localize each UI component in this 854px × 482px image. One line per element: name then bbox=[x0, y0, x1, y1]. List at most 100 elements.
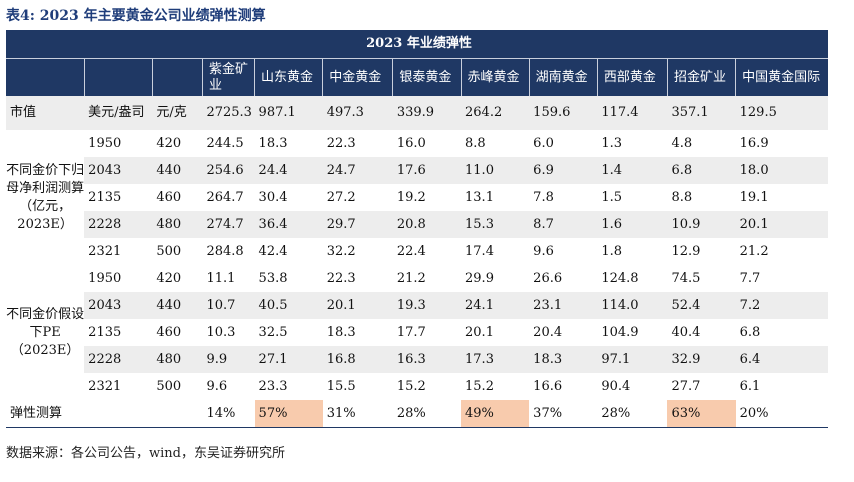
elasticity-cell: 28% bbox=[597, 400, 668, 428]
table-cell: 10.3 bbox=[202, 319, 255, 346]
table-cell: 32.5 bbox=[254, 319, 323, 346]
table-cell: 2725.3 bbox=[202, 96, 255, 130]
table-cell: 52.4 bbox=[667, 292, 736, 319]
cny-price-cell: 500 bbox=[152, 238, 203, 265]
elasticity-cell: 49% bbox=[461, 400, 530, 428]
table-cell: 19.2 bbox=[392, 184, 462, 211]
profit-group-label: 不同金价下归母净利润测算（亿元，2023E） bbox=[6, 130, 85, 265]
column-header bbox=[6, 58, 85, 96]
cny-price-cell: 480 bbox=[152, 346, 203, 373]
elasticity-cell: 28% bbox=[392, 400, 462, 428]
table-cell: 97.1 bbox=[597, 346, 668, 373]
table-cell: 6.1 bbox=[735, 373, 828, 400]
cny-price-cell: 460 bbox=[152, 184, 203, 211]
table-cell: 12.9 bbox=[667, 238, 736, 265]
table-cell: 17.7 bbox=[392, 319, 462, 346]
table-cell: 7.2 bbox=[735, 292, 828, 319]
table-cell: 21.2 bbox=[735, 238, 828, 265]
header-group-title: 2023 年业绩弹性 bbox=[6, 30, 828, 59]
column-header: 西部黄金 bbox=[597, 58, 668, 96]
header-group-row: 2023 年业绩弹性 bbox=[6, 30, 828, 59]
usd-price-cell: 2043 bbox=[84, 292, 153, 319]
table-cell: 6.8 bbox=[735, 319, 828, 346]
column-header: 山东黄金 bbox=[254, 58, 324, 96]
header-row: 紫金矿业 山东黄金 中金黄金 银泰黄金 赤峰黄金 湖南黄金 西部黄金 招金矿业 … bbox=[6, 58, 828, 96]
table-cell: 16.8 bbox=[322, 346, 393, 373]
table-cell: 17.3 bbox=[461, 346, 530, 373]
usd-price-cell: 1950 bbox=[84, 130, 153, 157]
pe-row: 不同金价假设下PE（2023E） 1950 420 11.1 53.8 22.3 21.2 2… bbox=[6, 265, 828, 400]
table-cell: 9.9 bbox=[202, 346, 255, 373]
table-cell: 18.0 bbox=[735, 157, 828, 184]
cny-price-cell: 420 bbox=[152, 130, 203, 157]
table-cell: 114.0 bbox=[597, 292, 668, 319]
usd-price-cell: 2228 bbox=[84, 211, 153, 238]
unit-cell: 元/克 bbox=[152, 96, 203, 130]
profit-row: 不同金价下归母净利润测算（亿元，2023E） 1950 420 244.5 18.3 22… bbox=[6, 130, 828, 265]
table-cell: 18.3 bbox=[322, 319, 393, 346]
elasticity-cell: 37% bbox=[529, 400, 598, 428]
table-cell: 19.1 bbox=[735, 184, 828, 211]
table-cell: 29.7 bbox=[322, 211, 393, 238]
cny-price-cell: 440 bbox=[152, 157, 203, 184]
table-cell: 53.8 bbox=[254, 265, 323, 292]
table-title: 表4: 2023 年主要黄金公司业绩弹性测算 bbox=[6, 8, 266, 24]
table-cell: 15.2 bbox=[461, 373, 530, 400]
cny-price-cell: 420 bbox=[152, 265, 203, 292]
pe-group-label: 不同金价假设下PE（2023E） bbox=[6, 265, 85, 400]
pe-row: 2321 500 9.6 23.3 15.5 15.2 15.2 16.6 90.4 27.7 6.… bbox=[6, 373, 828, 400]
row-label: 市值 bbox=[6, 96, 85, 130]
usd-price-cell: 2321 bbox=[84, 373, 153, 400]
cny-price-cell: 500 bbox=[152, 373, 203, 400]
table-cell: 36.4 bbox=[254, 211, 323, 238]
cny-price-cell: 460 bbox=[152, 319, 203, 346]
table-cell: 254.6 bbox=[202, 157, 255, 184]
empty-cell bbox=[152, 400, 203, 428]
row-label: 弹性测算 bbox=[6, 400, 85, 428]
table-cell: 29.9 bbox=[461, 265, 530, 292]
usd-price-cell: 2135 bbox=[84, 319, 153, 346]
column-header: 赤峰黄金 bbox=[461, 58, 530, 96]
table-cell: 6.9 bbox=[529, 157, 598, 184]
table-cell: 27.2 bbox=[322, 184, 393, 211]
table-cell: 16.3 bbox=[392, 346, 462, 373]
elasticity-cell: 14% bbox=[202, 400, 255, 428]
table-cell: 24.1 bbox=[461, 292, 530, 319]
table-cell: 22.3 bbox=[322, 265, 393, 292]
table-cell: 23.1 bbox=[529, 292, 598, 319]
elasticity-table: 2023 年业绩弹性 紫金矿业 山东黄金 中金黄金 银泰黄金 赤峰黄金 湖南黄金… bbox=[6, 30, 828, 428]
table-cell: 4.8 bbox=[667, 130, 736, 157]
table-cell: 11.0 bbox=[461, 157, 530, 184]
cny-price-cell: 480 bbox=[152, 211, 203, 238]
table-cell: 8.8 bbox=[667, 184, 736, 211]
table-cell: 8.8 bbox=[461, 130, 530, 157]
table-cell: 16.6 bbox=[529, 373, 598, 400]
column-header: 湖南黄金 bbox=[529, 58, 598, 96]
table-cell: 27.1 bbox=[254, 346, 323, 373]
table-cell: 15.2 bbox=[392, 373, 462, 400]
table-cell: 24.4 bbox=[254, 157, 323, 184]
table-cell: 159.6 bbox=[529, 96, 598, 130]
usd-price-cell: 2321 bbox=[84, 238, 153, 265]
table-cell: 104.9 bbox=[597, 319, 668, 346]
table-cell: 284.8 bbox=[202, 238, 255, 265]
table-cell: 987.1 bbox=[254, 96, 323, 130]
table-cell: 20.1 bbox=[735, 211, 828, 238]
table-cell: 20.1 bbox=[461, 319, 530, 346]
table-cell: 17.6 bbox=[392, 157, 462, 184]
empty-cell bbox=[84, 400, 153, 428]
table-cell: 7.8 bbox=[529, 184, 598, 211]
table-cell: 30.4 bbox=[254, 184, 323, 211]
table-cell: 1.4 bbox=[597, 157, 668, 184]
table-cell: 1.3 bbox=[597, 130, 668, 157]
usd-price-cell: 2135 bbox=[84, 184, 153, 211]
table-cell: 129.5 bbox=[735, 96, 828, 130]
table-cell: 497.3 bbox=[322, 96, 393, 130]
table-cell: 339.9 bbox=[392, 96, 462, 130]
table-cell: 124.8 bbox=[597, 265, 668, 292]
table-cell: 1.8 bbox=[597, 238, 668, 265]
table-cell: 357.1 bbox=[667, 96, 736, 130]
elasticity-cell: 63% bbox=[667, 400, 736, 428]
pe-row: 2135 460 10.3 32.5 18.3 17.7 20.1 20.4 104.9 40.4… bbox=[6, 319, 828, 346]
table-cell: 20.8 bbox=[392, 211, 462, 238]
